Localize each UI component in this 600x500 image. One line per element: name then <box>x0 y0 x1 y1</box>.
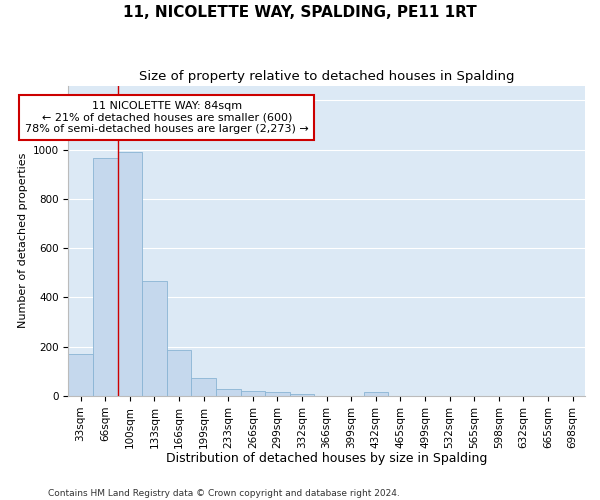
Bar <box>241 390 265 396</box>
Text: 11, NICOLETTE WAY, SPALDING, PE11 1RT: 11, NICOLETTE WAY, SPALDING, PE11 1RT <box>123 5 477 20</box>
Bar <box>191 378 216 396</box>
X-axis label: Distribution of detached houses by size in Spalding: Distribution of detached houses by size … <box>166 452 487 465</box>
Bar <box>364 392 388 396</box>
Text: Contains HM Land Registry data © Crown copyright and database right 2024.: Contains HM Land Registry data © Crown c… <box>48 488 400 498</box>
Y-axis label: Number of detached properties: Number of detached properties <box>18 153 28 328</box>
Bar <box>290 394 314 396</box>
Bar <box>265 392 290 396</box>
Bar <box>93 158 118 396</box>
Bar <box>118 152 142 396</box>
Title: Size of property relative to detached houses in Spalding: Size of property relative to detached ho… <box>139 70 514 83</box>
Text: 11 NICOLETTE WAY: 84sqm
← 21% of detached houses are smaller (600)
78% of semi-d: 11 NICOLETTE WAY: 84sqm ← 21% of detache… <box>25 101 308 134</box>
Bar <box>167 350 191 396</box>
Bar <box>142 282 167 396</box>
Bar <box>68 354 93 396</box>
Bar <box>216 390 241 396</box>
